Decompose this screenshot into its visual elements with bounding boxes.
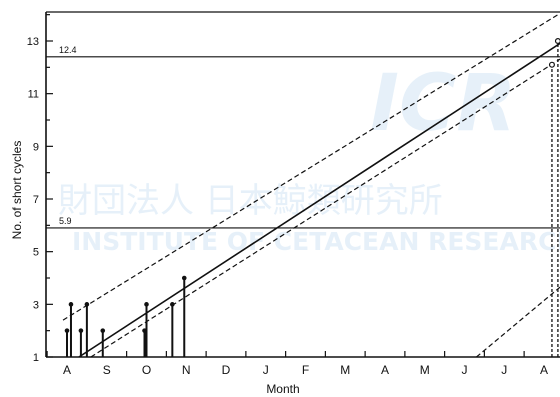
observation-point <box>68 302 74 307</box>
observation-point <box>64 328 70 333</box>
x-tick-label: A <box>540 363 548 377</box>
observation-point <box>181 275 187 281</box>
reference-line-labels: 12.4 5.9 <box>59 45 77 226</box>
x-tick-label: A <box>381 363 389 377</box>
observation-point <box>144 302 149 307</box>
watermark-japanese-text: 財団法人 日本鯨類研究所 <box>58 181 443 221</box>
x-tick-label: J <box>501 363 507 377</box>
x-tick-label: D <box>222 363 231 377</box>
observations <box>64 38 560 357</box>
observation-point <box>170 302 175 307</box>
x-tick-label: O <box>142 363 151 377</box>
x-tick-label: F <box>302 363 309 377</box>
y-tick-label: 11 <box>28 89 39 101</box>
confidence-line <box>90 58 560 357</box>
observation-point <box>84 302 90 307</box>
observation-open-point <box>554 38 560 44</box>
x-tick-label: J <box>462 363 468 377</box>
x-axis-label: Month <box>266 382 299 396</box>
observation-point <box>100 328 106 333</box>
y-tick-label: 5 <box>33 247 39 259</box>
y-tick-label: 13 <box>27 36 39 48</box>
x-tick-label: J <box>263 363 269 377</box>
x-tick-label: S <box>103 363 111 377</box>
confidence-line <box>476 286 560 357</box>
watermark-english-text: INSTITUTE OF CETACEAN RESEARCH <box>72 227 560 256</box>
x-tick-label: N <box>182 363 191 377</box>
x-tick-label: M <box>340 363 350 377</box>
y-tick-label: 1 <box>33 352 39 364</box>
y-axis-label: No. of short cycles <box>10 141 24 240</box>
confidence-line <box>62 14 559 321</box>
observation-point <box>78 328 84 333</box>
reference-line-label: 12.4 <box>59 45 77 55</box>
y-tick-label: 9 <box>33 141 39 153</box>
observation-open-point <box>548 61 555 68</box>
x-tick-label: M <box>420 363 430 377</box>
reference-line-label: 5.9 <box>59 216 72 226</box>
y-tick-label: 3 <box>33 299 39 311</box>
x-tick-label: A <box>63 363 71 377</box>
watermark: ICR 財団法人 日本鯨類研究所 INSTITUTE OF CETACEAN R… <box>58 59 560 256</box>
trend-lines <box>62 14 560 357</box>
plot-area <box>45 11 560 358</box>
y-tick-label: 7 <box>33 194 39 206</box>
watermark-logo: ICR <box>370 59 516 149</box>
regression-line <box>78 42 560 357</box>
